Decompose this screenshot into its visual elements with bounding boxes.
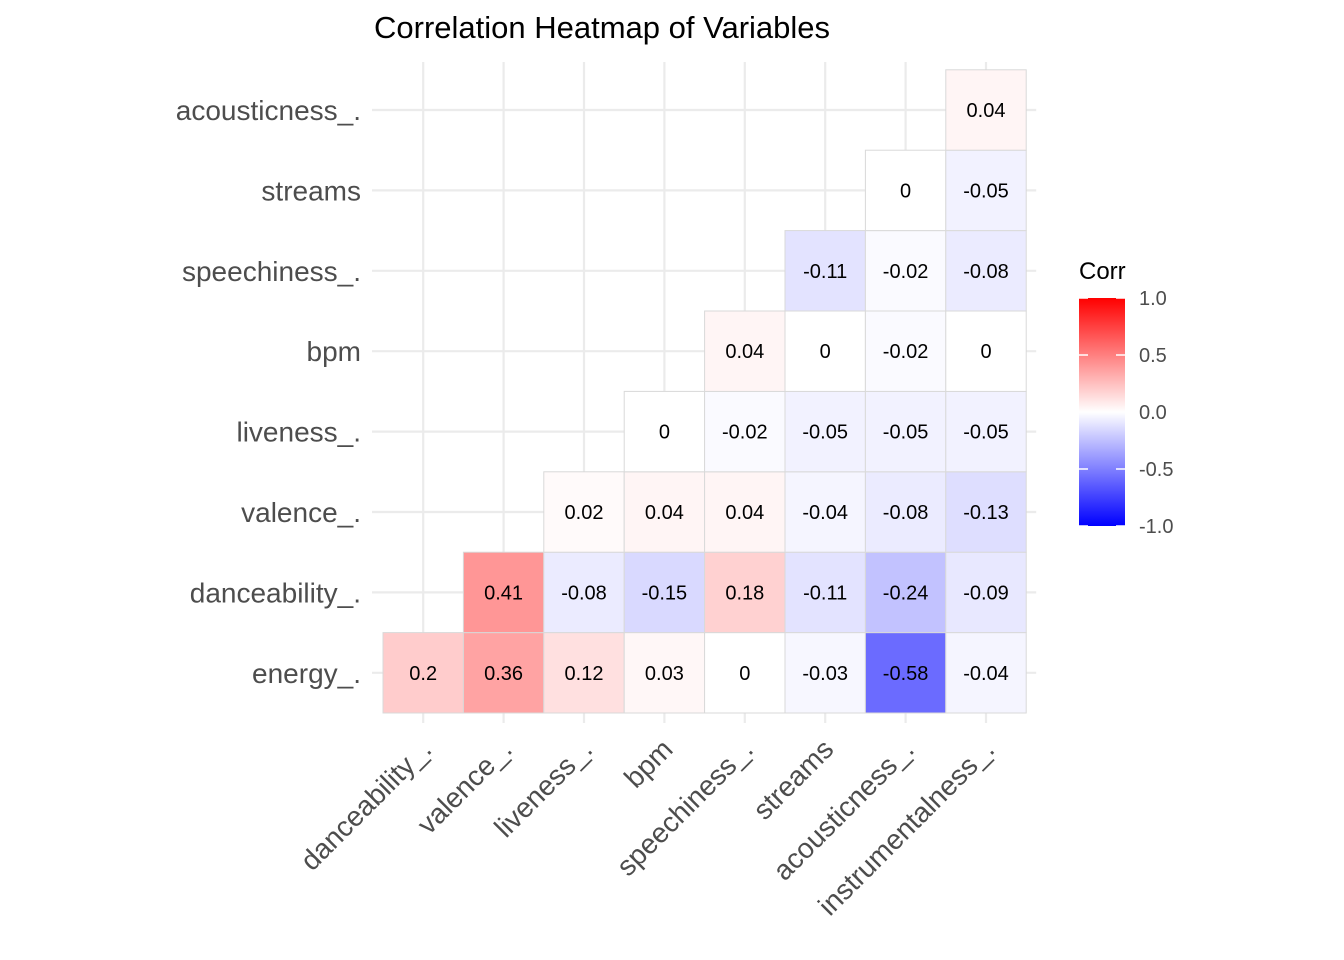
x-axis-ticks: danceability_.valence_.liveness_. bpmspee… [294, 733, 1000, 921]
y-tick-label-acousticness: acousticness_. [176, 95, 361, 126]
heatmap-cell-energy-danceability [382, 632, 464, 714]
heatmap-cell-liveness-speechiness [704, 390, 786, 473]
y-tick-label-energy: energy_. [252, 658, 361, 689]
cell-value-energy-bpm: 0.03 [645, 663, 684, 685]
cell-value-danceability-bpm: -0.15 [642, 582, 688, 604]
heatmap-cell-liveness-bpm [623, 390, 706, 473]
cell-value-liveness-instrumentalness: -0.05 [963, 422, 1009, 444]
cell-value-liveness-speechiness: -0.02 [722, 422, 768, 444]
cell-value-danceability-streams: -0.11 [803, 582, 847, 604]
legend-tick-label-3: -0.5 [1139, 459, 1173, 481]
cell-value-energy-liveness: 0.12 [565, 663, 604, 685]
y-tick-label-speechiness: speechiness_. [182, 256, 361, 287]
cell-value-liveness-bpm: 0 [659, 422, 670, 444]
cell-value-energy-valence: 0.36 [484, 663, 523, 685]
heatmap-cell-energy-valence [462, 632, 545, 714]
heatmap-cell-streams-instrumentalness [945, 149, 1027, 232]
heatmap-cell-energy-instrumentalness [945, 632, 1027, 714]
heatmap-cell-danceability-streams [784, 551, 866, 634]
cell-value-speechiness-instrumentalness: -0.08 [963, 261, 1009, 283]
heatmap-cell-bpm-streams [784, 310, 866, 392]
heatmap-cell-danceability-instrumentalness [945, 551, 1027, 634]
heatmap-cell-danceability-valence [462, 551, 545, 634]
y-tick-label-valence: valence_. [241, 497, 361, 528]
heatmap-cell-valence-acousticness [864, 471, 947, 553]
heatmap-cell-speechiness-acousticness [864, 230, 947, 312]
cell-value-danceability-speechiness: 0.18 [725, 582, 764, 604]
heatmap-cell-danceability-liveness [543, 551, 625, 634]
heatmap-cell-valence-streams [784, 471, 866, 553]
chart-title: Correlation Heatmap of Variables [374, 10, 830, 45]
cell-labels: 0.2 0.36 0.12 0.03 0 -0.03 -0.58 -0.04 0.41 -0.08… [409, 100, 1009, 685]
heatmap-cell-valence-instrumentalness [945, 471, 1027, 553]
cell-value-energy-acousticness: -0.58 [883, 663, 929, 685]
heatmap-cell-valence-liveness [543, 471, 625, 553]
cell-value-danceability-valence: 0.41 [484, 582, 523, 604]
y-tick-label-liveness: liveness_. [236, 417, 361, 448]
heatmap-cell-bpm-instrumentalness [945, 310, 1027, 392]
cell-value-valence-instrumentalness: -0.13 [963, 502, 1009, 524]
cell-value-liveness-streams: -0.05 [802, 422, 848, 444]
heatmap-cell-energy-liveness [543, 632, 625, 714]
cell-value-valence-speechiness: 0.04 [725, 502, 764, 524]
cell-value-valence-acousticness: -0.08 [883, 502, 929, 524]
x-tick-label-acousticness: acousticness_. [767, 733, 920, 886]
cell-value-danceability-acousticness: -0.24 [883, 582, 929, 604]
cell-value-valence-bpm: 0.04 [645, 502, 684, 524]
x-tick-label-bpm: bpm [618, 733, 678, 793]
heatmap-cell-energy-streams [784, 632, 866, 714]
legend-tick-label-0: 1.0 [1139, 288, 1167, 310]
legend-title: Corr [1079, 258, 1126, 285]
x-tick-label-danceability: danceability_. [294, 733, 437, 876]
y-tick-label-streams: streams [261, 175, 361, 206]
heatmap-cell-acousticness-instrumentalness [945, 69, 1027, 151]
cell-value-speechiness-acousticness: -0.02 [883, 261, 929, 283]
heatmap-cell-energy-bpm [623, 632, 706, 714]
heatmap-cell-valence-bpm [623, 471, 706, 553]
cell-value-streams-instrumentalness: -0.05 [963, 180, 1009, 202]
heatmap-cell-danceability-bpm [623, 551, 706, 634]
heatmap-cell-streams-acousticness [864, 149, 947, 232]
legend: Corr 1.0 0.5 0.0 -0.5 -1.0 [1079, 258, 1173, 538]
heatmap-cell-danceability-speechiness [704, 551, 786, 634]
cell-value-bpm-streams: 0 [820, 341, 831, 363]
y-axis-ticks: energy_. danceability_. valence_. liveness_… [176, 95, 361, 689]
cell-value-energy-streams: -0.03 [802, 663, 848, 685]
heatmap-cell-danceability-acousticness [864, 551, 947, 634]
cell-value-bpm-speechiness: 0.04 [725, 341, 764, 363]
heatmap-cell-liveness-instrumentalness [945, 390, 1027, 473]
cell-value-liveness-acousticness: -0.05 [883, 422, 929, 444]
heatmap-cell-energy-speechiness [704, 632, 786, 714]
cell-value-valence-streams: -0.04 [802, 502, 848, 524]
y-tick-label-danceability: danceability_. [190, 577, 361, 608]
cell-value-danceability-liveness: -0.08 [561, 582, 607, 604]
cell-value-valence-liveness: 0.02 [565, 502, 604, 524]
cell-value-bpm-acousticness: -0.02 [883, 341, 929, 363]
legend-tick-label-1: 0.5 [1139, 345, 1167, 367]
cell-value-energy-danceability: 0.2 [409, 663, 437, 685]
cell-value-energy-speechiness: 0 [739, 663, 750, 685]
legend-tick-label-2: 0.0 [1139, 402, 1167, 424]
y-tick-label-bpm: bpm [307, 336, 361, 367]
cell-value-speechiness-streams: -0.11 [803, 261, 847, 283]
cell-value-streams-acousticness: 0 [900, 180, 911, 202]
x-tick-label-speechiness: speechiness_. [611, 733, 760, 882]
cell-value-energy-instrumentalness: -0.04 [963, 663, 1009, 685]
cell-value-danceability-instrumentalness: -0.09 [963, 582, 1009, 604]
heatmap-cell-bpm-speechiness [704, 310, 786, 392]
legend-tick-label-4: -1.0 [1139, 516, 1173, 538]
cell-value-bpm-instrumentalness: 0 [980, 341, 991, 363]
cell-value-acousticness-instrumentalness: 0.04 [967, 100, 1006, 122]
heatmap-cells [382, 69, 1027, 714]
